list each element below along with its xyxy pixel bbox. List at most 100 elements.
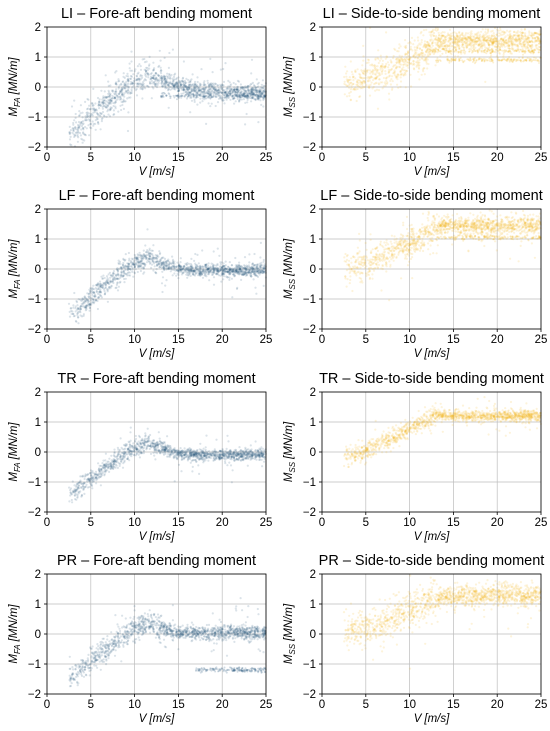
- data-point: [256, 274, 259, 277]
- data-point: [141, 97, 144, 100]
- data-point: [167, 88, 170, 91]
- data-point: [385, 79, 388, 82]
- data-point: [385, 77, 388, 80]
- data-point: [76, 133, 79, 136]
- data-point: [238, 92, 241, 95]
- data-point: [375, 69, 378, 72]
- data-point: [168, 263, 171, 266]
- data-point: [117, 110, 120, 113]
- data-point: [422, 29, 426, 32]
- data-point: [119, 98, 123, 101]
- data-point: [94, 128, 97, 131]
- data-point: [375, 88, 379, 91]
- data-point: [475, 40, 478, 43]
- data-point: [222, 99, 225, 102]
- data-point: [534, 57, 537, 60]
- data-point: [461, 43, 464, 46]
- data-point: [262, 105, 265, 108]
- data-point: [71, 127, 74, 130]
- data-point: [387, 68, 390, 71]
- data-point: [139, 68, 143, 71]
- data-point: [538, 30, 541, 34]
- data-point: [518, 56, 521, 59]
- data-point: [177, 76, 180, 79]
- data-point: [108, 115, 112, 118]
- data-point: [426, 40, 429, 44]
- data-point: [413, 39, 416, 42]
- data-point: [533, 56, 536, 59]
- data-point: [199, 101, 202, 104]
- data-point: [483, 43, 486, 46]
- data-point: [81, 116, 84, 119]
- data-point: [117, 285, 120, 288]
- data-point: [420, 30, 423, 34]
- data-point: [186, 276, 189, 279]
- data-point: [152, 269, 155, 272]
- data-point: [214, 83, 217, 86]
- data-point: [526, 35, 529, 38]
- data-point: [260, 93, 264, 96]
- data-point: [354, 77, 357, 80]
- data-point: [122, 98, 125, 101]
- data-point: [117, 78, 120, 81]
- data-point: [108, 271, 111, 274]
- data-point: [101, 110, 105, 114]
- data-point: [198, 88, 201, 91]
- data-point: [379, 81, 382, 84]
- data-point: [427, 62, 430, 66]
- data-point: [187, 274, 190, 277]
- data-point: [398, 66, 402, 69]
- data-point: [385, 241, 388, 244]
- data-point: [386, 61, 389, 64]
- data-point: [218, 96, 222, 99]
- data-point: [418, 47, 421, 50]
- data-point: [371, 87, 374, 90]
- data-point: [523, 27, 527, 31]
- data-point: [120, 100, 123, 103]
- data-point: [232, 273, 235, 276]
- data-point: [129, 265, 132, 268]
- data-point: [537, 61, 541, 65]
- data-point: [96, 121, 100, 124]
- data-point: [96, 113, 99, 116]
- data-point: [76, 135, 79, 138]
- data-point: [182, 86, 185, 89]
- data-point: [259, 86, 262, 89]
- data-point: [437, 50, 440, 53]
- data-point: [498, 51, 501, 54]
- data-point: [126, 72, 129, 75]
- data-point: [377, 49, 380, 52]
- data-point: [446, 49, 449, 52]
- data-point: [90, 127, 93, 130]
- data-point: [106, 279, 109, 282]
- data-point: [250, 82, 253, 85]
- data-point: [353, 88, 356, 91]
- data-point: [440, 32, 443, 35]
- data-point: [130, 257, 134, 260]
- data-point: [522, 60, 525, 63]
- data-point: [519, 40, 522, 43]
- data-point: [509, 50, 512, 53]
- data-point: [348, 76, 351, 79]
- data-point: [73, 291, 76, 295]
- data-point: [242, 273, 245, 277]
- data-point: [387, 71, 390, 75]
- data-point: [390, 61, 393, 64]
- data-point: [251, 91, 254, 94]
- data-point: [159, 59, 162, 62]
- data-point: [237, 96, 239, 98]
- data-point: [432, 52, 435, 56]
- data-point: [229, 93, 232, 96]
- data-point: [345, 95, 349, 98]
- data-point: [94, 295, 97, 298]
- data-point: [180, 92, 183, 95]
- data-point: [458, 31, 461, 35]
- data-point: [98, 280, 102, 283]
- data-point: [73, 99, 76, 102]
- data-point: [524, 45, 527, 49]
- data-point: [184, 270, 187, 273]
- data-point: [159, 252, 162, 255]
- data-point: [74, 305, 77, 308]
- data-point: [99, 294, 102, 297]
